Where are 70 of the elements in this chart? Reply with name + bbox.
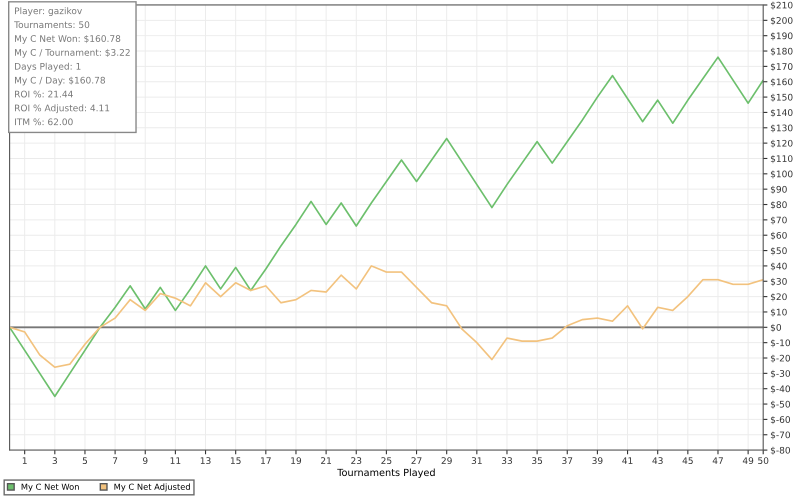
y-tick-label: $0 (770, 324, 782, 332)
x-tick-label: 47 (712, 457, 723, 464)
y-tick-label: $-10 (770, 339, 790, 348)
x-tick-label: 15 (230, 457, 241, 464)
y-tick-label: $210 (770, 2, 793, 10)
y-tick-label: $-60 (770, 416, 790, 424)
y-tick-label: $90 (770, 186, 787, 194)
legend-label: My C Net Won (22, 484, 79, 492)
x-tick-label: 11 (170, 457, 180, 464)
x-tick-label: 1 (22, 457, 27, 464)
annotation: My C Net Won: $160.78 (15, 34, 120, 44)
y-tick-label: $-50 (770, 400, 790, 409)
y-tick-label: $50 (770, 247, 787, 256)
x-tick-label: 25 (381, 457, 392, 464)
x-tick-label: 17 (261, 457, 271, 464)
annotation: ROI %: 21.44 (15, 90, 73, 98)
x-tick-label: 31 (472, 457, 482, 464)
annotation: ITM %: 62.00 (15, 118, 73, 126)
annotation: Days Played: 1 (15, 62, 80, 72)
y-tick-label: $170 (770, 62, 793, 72)
y-tick-label: $110 (770, 155, 793, 164)
x-tick-label: 33 (502, 457, 512, 464)
y-tick-label: $40 (770, 262, 787, 271)
x-tick-label: 45 (682, 457, 693, 464)
line-series (10, 56, 764, 398)
y-tick-label: $-30 (770, 370, 790, 378)
x-tick-label: 3 (52, 457, 57, 464)
y-tick-label: $80 (770, 201, 787, 210)
y-tick-label: $70 (770, 216, 787, 225)
x-tick-label: 27 (411, 457, 422, 464)
x-tick-label: 41 (622, 457, 632, 464)
x-tick-label: 39 (592, 457, 603, 464)
x-tick-label: 29 (442, 457, 452, 464)
annotation: Tournaments: 50 (14, 21, 90, 28)
x-tick-label: 49 (742, 457, 754, 464)
x-tick-label: 9 (142, 457, 148, 464)
y-tick-label: $130 (770, 124, 793, 133)
x-tick-label: 23 (351, 457, 362, 464)
y-tick-label: $60 (770, 232, 787, 240)
annotation: My C / Tournament: $3.22 (15, 48, 130, 58)
y-tick-label: $-80 (770, 446, 790, 455)
y-tick-label: $10 (770, 308, 787, 317)
x-tick-label: 35 (532, 457, 542, 464)
x-tick-label: 19 (291, 457, 302, 464)
x-tick-label: 37 (562, 457, 572, 464)
y-tick-label: $190 (770, 32, 793, 40)
x-tick-label: 13 (200, 457, 211, 464)
legend-label: My C Net Adjusted (114, 483, 190, 492)
annotation: ROI % Adjusted: 4.11 (15, 104, 110, 114)
y-tick-label: $-70 (770, 431, 790, 440)
y-tick-label: $120 (770, 140, 793, 148)
y-tick-label: $200 (770, 16, 793, 26)
x-tick-label: 50 (758, 457, 768, 464)
y-tick-label: $180 (770, 48, 793, 56)
y-tick-label: $160 (770, 78, 793, 86)
annotation: My C / Day: $160.78 (15, 76, 106, 86)
x-axis-title: Tournaments Played (337, 468, 435, 478)
x-tick-label: 43 (652, 457, 663, 464)
y-tick-label: $-40 (770, 385, 790, 394)
x-tick-label: 7 (112, 457, 118, 464)
x-tick-label: 5 (82, 457, 88, 464)
y-tick-label: $140 (770, 109, 793, 118)
y-tick-label: $150 (770, 94, 793, 102)
x-tick-label: 21 (321, 457, 332, 464)
annotation: Player: gazikov (15, 7, 82, 16)
line-series (10, 265, 764, 368)
y-tick-label: $100 (770, 170, 793, 179)
y-tick-label: $-20 (770, 354, 790, 363)
y-tick-label: $30 (770, 278, 787, 286)
y-tick-label: $20 (770, 293, 787, 302)
